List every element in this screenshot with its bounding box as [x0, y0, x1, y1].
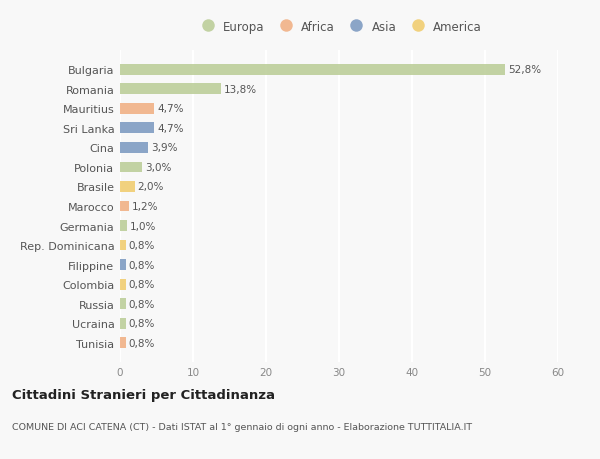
- Bar: [120, 260, 126, 270]
- Bar: [120, 143, 148, 153]
- Text: 0,8%: 0,8%: [129, 241, 155, 251]
- Text: 2,0%: 2,0%: [137, 182, 164, 192]
- Text: 4,7%: 4,7%: [157, 123, 184, 134]
- Text: 3,0%: 3,0%: [145, 162, 171, 173]
- Text: 0,8%: 0,8%: [129, 319, 155, 329]
- Bar: [120, 162, 142, 173]
- Text: 13,8%: 13,8%: [224, 84, 257, 95]
- Text: 3,9%: 3,9%: [151, 143, 178, 153]
- Text: Cittadini Stranieri per Cittadinanza: Cittadini Stranieri per Cittadinanza: [12, 388, 275, 401]
- Bar: [120, 279, 126, 290]
- Bar: [120, 65, 505, 75]
- Bar: [120, 240, 126, 251]
- Text: 4,7%: 4,7%: [157, 104, 184, 114]
- Bar: [120, 201, 129, 212]
- Text: 0,8%: 0,8%: [129, 299, 155, 309]
- Bar: [120, 221, 127, 231]
- Bar: [120, 299, 126, 309]
- Text: 1,0%: 1,0%: [130, 221, 157, 231]
- Text: 0,8%: 0,8%: [129, 338, 155, 348]
- Text: 0,8%: 0,8%: [129, 260, 155, 270]
- Bar: [120, 318, 126, 329]
- Bar: [120, 104, 154, 114]
- Text: 1,2%: 1,2%: [131, 202, 158, 212]
- Text: 52,8%: 52,8%: [508, 65, 541, 75]
- Bar: [120, 182, 134, 192]
- Text: 0,8%: 0,8%: [129, 280, 155, 290]
- Bar: [120, 123, 154, 134]
- Legend: Europa, Africa, Asia, America: Europa, Africa, Asia, America: [191, 16, 487, 38]
- Text: COMUNE DI ACI CATENA (CT) - Dati ISTAT al 1° gennaio di ogni anno - Elaborazione: COMUNE DI ACI CATENA (CT) - Dati ISTAT a…: [12, 422, 472, 431]
- Bar: [120, 84, 221, 95]
- Bar: [120, 338, 126, 348]
